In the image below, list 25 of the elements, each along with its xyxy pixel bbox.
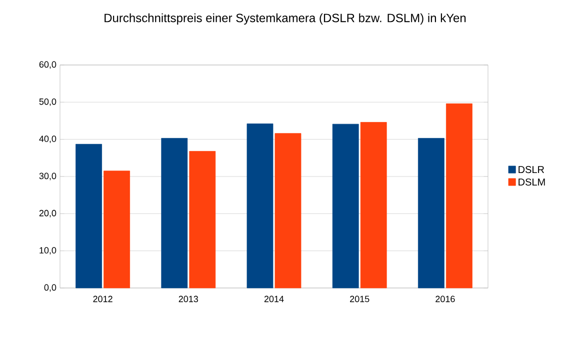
y-tick-label: 60,0 (39, 61, 56, 69)
y-tick-label: 20,0 (39, 210, 56, 218)
x-tick-label: 2013 (178, 296, 198, 302)
bar (104, 170, 130, 288)
x-tick-label: 2014 (264, 296, 284, 302)
bar (360, 122, 387, 288)
y-tick-label: 30,0 (39, 172, 56, 180)
chart-title: Durchschnittspreis einer Systemkamera (DSLR bzw. DSLM) in kYen (104, 13, 466, 25)
bar (274, 133, 302, 288)
y-tick-label: 40,0 (39, 136, 56, 144)
bar (332, 124, 359, 288)
bar (446, 103, 472, 288)
y-tick-label: 0,0 (44, 284, 56, 292)
legend-label: DSLM (518, 178, 545, 186)
bar (189, 151, 216, 288)
bar (76, 144, 102, 288)
x-tick-label: 2016 (436, 296, 455, 302)
bar (418, 138, 444, 288)
bar (246, 124, 274, 288)
y-tick-label: 10,0 (40, 247, 56, 255)
x-tick-label: 2012 (93, 296, 112, 302)
x-tick-label: 2015 (350, 296, 370, 302)
bar (161, 138, 188, 288)
y-tick-label: 50,0 (39, 98, 56, 106)
legend-label: DSLR (518, 166, 544, 174)
